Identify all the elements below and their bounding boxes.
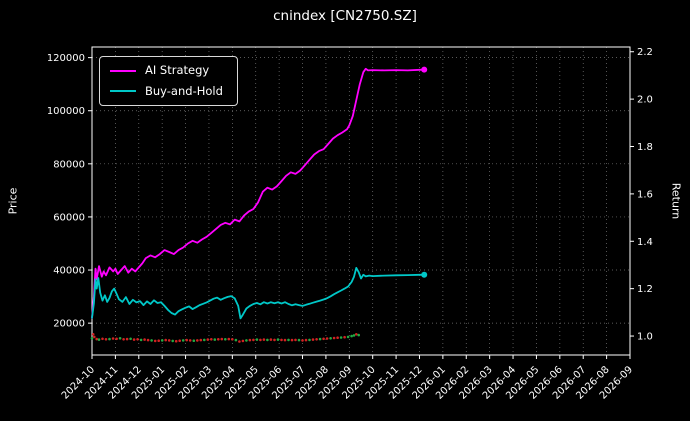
buy-and-hold-legend-line [110, 90, 136, 93]
return-tick-label: 1.6 [637, 189, 653, 200]
return-axis-label: Return [669, 182, 683, 220]
chart-title: cnindex [CN2750.SZ] [273, 8, 417, 24]
return-tick-label: 2.0 [637, 95, 653, 106]
ai-strategy-legend-line [110, 69, 136, 72]
series-line-buy-and-hold [91, 266, 426, 320]
price-tick-label: 100000 [47, 106, 85, 117]
plot-border [91, 46, 631, 356]
price-axis-label: Price [6, 187, 20, 215]
price-tick-label: 20000 [53, 319, 85, 330]
return-tick-label: 2.2 [637, 47, 653, 58]
price-tick-label: 80000 [53, 159, 85, 170]
legend-label-buy-and-hold: Buy-and-Hold [145, 83, 223, 98]
price-tick-label: 60000 [53, 212, 85, 223]
legend-label-ai-strategy: AI Strategy [145, 63, 210, 77]
series-line-ai-strategy [91, 67, 426, 319]
series-end-marker [421, 271, 428, 278]
return-tick-label: 1.8 [637, 142, 653, 153]
price-tick-label: 40000 [53, 266, 85, 277]
axis-ticks [88, 51, 634, 359]
legend: AI Strategy Buy-and-Hold [99, 56, 238, 106]
price-tick-label: 120000 [47, 53, 85, 64]
return-tick-label: 1.0 [637, 332, 653, 343]
legend-entry-ai-strategy: AI Strategy [110, 63, 223, 77]
legend-entry-buy-and-hold: Buy-and-Hold [110, 83, 223, 98]
return-tick-label: 1.2 [637, 284, 653, 295]
index-price-scatter [90, 333, 361, 343]
series-end-marker [421, 66, 428, 73]
return-tick-label: 1.4 [637, 237, 653, 248]
